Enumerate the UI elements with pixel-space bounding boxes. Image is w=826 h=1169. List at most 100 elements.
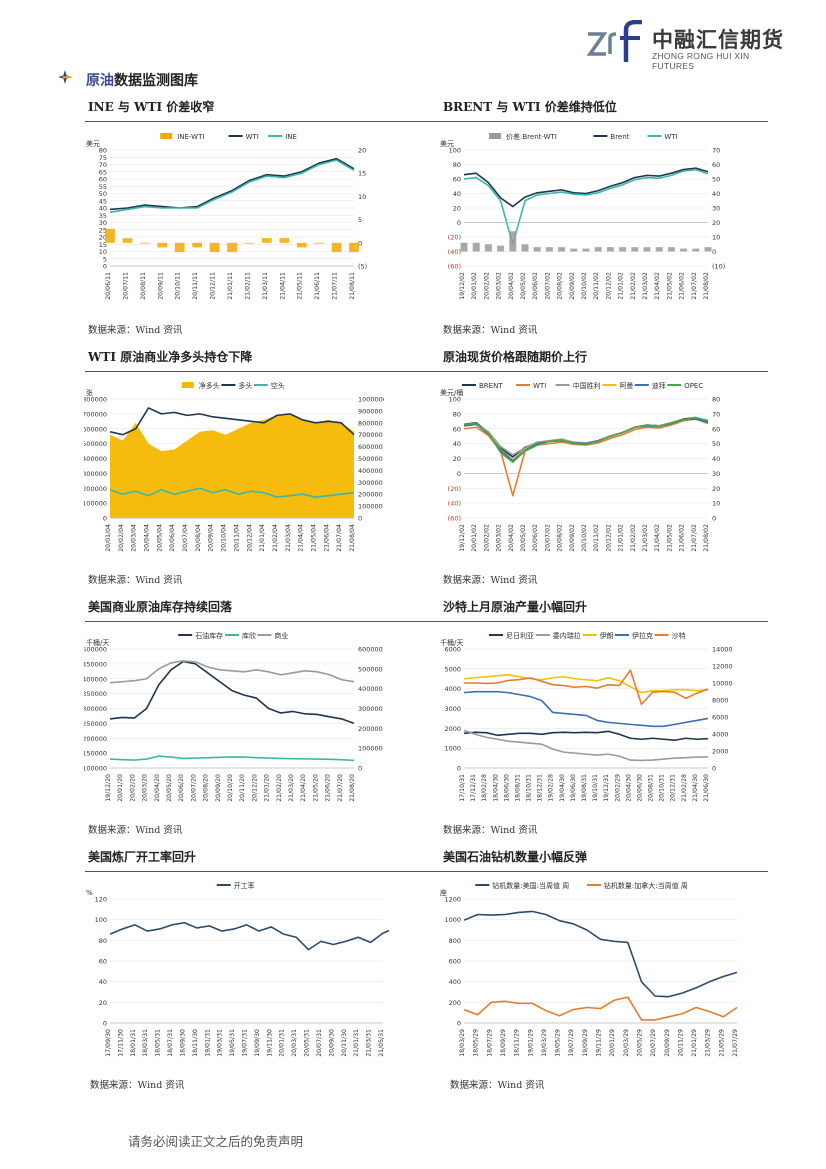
x-tick-label: 20/09/29 <box>664 1029 671 1057</box>
bar-mark <box>509 231 517 252</box>
bar-mark <box>619 247 627 252</box>
y-tick-label: 20 <box>453 205 461 213</box>
y-right-tick-label: 300000 <box>358 479 383 487</box>
y-tick-label: 45 <box>99 197 107 205</box>
y-tick-label: 5000 <box>444 665 461 673</box>
x-tick-label: 21/04/02 <box>654 272 661 300</box>
bar-mark <box>139 242 150 244</box>
line-series-伊拉克 <box>463 690 709 728</box>
y-tick-label: (20) <box>448 485 461 493</box>
x-tick-label: 21/03/02 <box>642 272 649 300</box>
y-tick-label: 15 <box>99 241 107 249</box>
x-tick-label: 21/05/29 <box>718 1029 725 1057</box>
line-series-沙特 <box>464 669 709 706</box>
x-tick-label: 20/08/11 <box>140 272 147 300</box>
y-right-tick-label: 10000 <box>712 680 733 688</box>
x-tick-label: 19/12/20 <box>105 774 112 802</box>
x-tick-label: 20/09/30 <box>328 1029 335 1057</box>
divider-row2 <box>85 371 768 372</box>
x-tick-label: 20/06/02 <box>532 272 539 300</box>
x-tick-label: 21/05/20 <box>312 774 319 802</box>
source-note: 数据来源：Wind 资讯 <box>443 825 538 836</box>
line-series-尼日利亚 <box>463 730 709 742</box>
legend-label: 伊拉克 <box>632 631 653 640</box>
x-tick-label: 18/10/31 <box>526 774 533 802</box>
x-tick-label: 18/09/29 <box>500 1029 507 1057</box>
x-tick-label: 21/04/30 <box>692 774 699 802</box>
x-tick-label: 21/02/02 <box>630 524 637 552</box>
x-tick-label: 20/09/02 <box>569 272 576 300</box>
source-note: 数据来源：Wind 资讯 <box>443 325 538 336</box>
y-tick-label: (20) <box>448 234 461 242</box>
legend-label: BRENT <box>479 382 503 390</box>
y-tick-label: (60) <box>448 263 461 271</box>
x-tick-label: 20/08/31 <box>648 774 655 802</box>
bar-mark <box>227 242 237 253</box>
y-right-tick-label: 200000 <box>358 725 383 733</box>
chart-legend: INE-WTI WTI INE <box>160 133 297 141</box>
gridlines <box>464 398 708 519</box>
legend-label: 石油库存 <box>195 631 223 640</box>
bar-mark <box>680 248 688 252</box>
chart-wti-positions: 净多头 多头 空头张 0 100000 200000 300000 400000 500000 6… <box>84 377 384 562</box>
x-tick-label: 21/06/04 <box>323 524 330 552</box>
chart-title-wti-net-long: WTI 原油商业净多头持仓下降 <box>88 350 253 364</box>
x-tick-label: 20/03/31 <box>291 1029 298 1057</box>
x-tick-label: 19/11/29 <box>596 1029 603 1057</box>
bar-mark <box>105 228 115 243</box>
bar-mark <box>122 238 133 243</box>
y-right-tick-label: 0 <box>358 765 362 773</box>
y-right-tick-label: 800000 <box>358 419 383 427</box>
x-tick-label: 20/09/20 <box>215 774 222 802</box>
bar-mark <box>174 242 185 253</box>
axis-unit-label: 座 <box>440 888 447 897</box>
area-series-净多头 <box>110 413 354 518</box>
divider-row1 <box>85 121 768 122</box>
x-tick-label: 21/07/02 <box>691 524 698 552</box>
chart-opec-production: 尼日利亚 委内瑞拉 伊朗 伊拉克 沙特 千桶/天 0 1000 2000 3000 4000 5000… <box>438 627 738 812</box>
y-right-tick-label: 1000000 <box>358 396 384 404</box>
y-tick-label: 300000 <box>84 470 107 478</box>
x-tick-label: 21/05/02 <box>666 272 673 300</box>
chart-ine-wti-spread: INE-WTI WTI INE 美元 0 5 10 15 20 25 30 35 40 45 50 55 60 6… <box>84 128 384 310</box>
x-tick-label: 21/04/11 <box>279 272 286 300</box>
y-right-tick-label: 300000 <box>358 705 383 713</box>
legend-label: 钻机数量:加拿大:当周值 周 <box>604 881 688 890</box>
y-tick-label: 0 <box>103 515 107 523</box>
y-tick-label: 1300000 <box>84 705 107 713</box>
x-tick-label: 20/02/02 <box>483 272 490 300</box>
y-tick-label: 800 <box>449 937 461 945</box>
x-tick-label: 20/08/20 <box>203 774 210 802</box>
chart-spot-prices: BRENT WTI 中国胜利 阿曼 迪拜 OPEC 美元/桶 (60) (40) (20) 0 20 4… <box>438 377 738 562</box>
x-tick-label: 19/04/30 <box>559 774 566 802</box>
legend-label: 中国胜利 <box>573 381 601 390</box>
y-right-tick-label: 60 <box>712 425 720 433</box>
x-tick-label: 19/12/02 <box>459 524 466 552</box>
x-tick-label: 21/07/29 <box>732 1029 739 1057</box>
y-tick-label: 700000 <box>84 410 107 418</box>
x-tick-label: 18/07/29 <box>486 1029 493 1057</box>
axis-unit-label: 美元/桶 <box>440 388 463 397</box>
y-right-tick-label: 70 <box>712 147 720 155</box>
y-tick-label: 80 <box>453 410 461 418</box>
x-tick-label: 20/10/02 <box>581 524 588 552</box>
x-tick-label: 21/02/11 <box>244 272 251 300</box>
x-tick-label: 21/08/11 <box>349 272 356 300</box>
line-series-商业 <box>109 660 355 684</box>
y-tick-label: 80 <box>453 161 461 169</box>
line-series-INE <box>109 159 355 214</box>
x-tick-label: 20/04/30 <box>625 774 632 802</box>
x-tick-label: 21/04/20 <box>300 774 307 802</box>
y-right-tick-label: 2000 <box>712 748 729 756</box>
line-series-钻机数量:加拿大:当周值 周 <box>463 996 738 1021</box>
bar-mark <box>667 247 675 252</box>
line-series-OPEC <box>463 416 709 464</box>
x-tick-label: 18/03/29 <box>459 1029 466 1057</box>
x-tick-label: 20/03/04 <box>131 524 138 552</box>
axis-unit-label: 张 <box>86 388 93 397</box>
y-tick-label: 75 <box>99 154 107 162</box>
x-tick-label: 21/05/02 <box>666 524 673 552</box>
x-tick-label: 20/12/02 <box>605 524 612 552</box>
chart-title-rig-count: 美国石油钻机数量小幅反弹 <box>443 850 588 864</box>
x-tick-label: 21/03/02 <box>642 524 649 552</box>
